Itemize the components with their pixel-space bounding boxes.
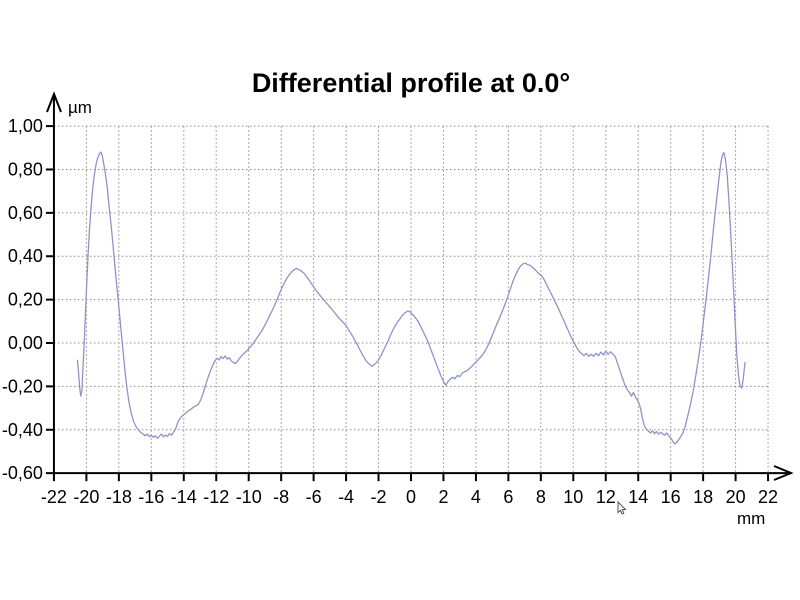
y-tick-label: -0,60: [2, 463, 43, 483]
y-tick-label: -0,20: [2, 376, 43, 396]
x-tick-label: -10: [236, 487, 262, 507]
x-tick-label: -18: [106, 487, 132, 507]
x-tick-label: -20: [73, 487, 99, 507]
y-tick-label: 0,80: [8, 159, 43, 179]
x-tick-label: -22: [41, 487, 67, 507]
x-tick-label: 0: [406, 487, 416, 507]
y-tick-label: 0,00: [8, 333, 43, 353]
x-tick-label: 2: [438, 487, 448, 507]
x-axis-unit-label: mm: [737, 509, 766, 528]
x-tick-label: -8: [273, 487, 289, 507]
x-tick-label: 16: [661, 487, 681, 507]
y-tick-label: 0,60: [8, 203, 43, 223]
y-axis-unit-label: µm: [68, 98, 92, 117]
x-tick-label: 12: [596, 487, 616, 507]
x-tick-label: -14: [171, 487, 197, 507]
y-tick-label: -0,40: [2, 420, 43, 440]
y-tick-label: 0,40: [8, 246, 43, 266]
x-tick-label: 10: [563, 487, 583, 507]
x-tick-label: -6: [306, 487, 322, 507]
x-tick-label: 18: [693, 487, 713, 507]
x-tick-label: 22: [758, 487, 778, 507]
x-tick-label: -16: [138, 487, 164, 507]
chart-title: Differential profile at 0.0°: [251, 68, 571, 98]
x-tick-label: -2: [371, 487, 387, 507]
x-tick-label: 6: [503, 487, 513, 507]
x-axis-arrow-icon: [773, 465, 794, 481]
x-tick-label: 20: [726, 487, 746, 507]
x-tick-label: -12: [203, 487, 229, 507]
mouse-cursor-icon: [617, 500, 627, 515]
x-tick-label: 4: [471, 487, 481, 507]
x-tick-label: -4: [338, 487, 354, 507]
x-tick-label: 8: [536, 487, 546, 507]
profile-line: [76, 151, 746, 445]
x-tick-label: 14: [628, 487, 648, 507]
y-tick-label: 0,20: [8, 290, 43, 310]
y-axis-arrow-icon: [46, 91, 62, 113]
y-tick-label: 1,00: [8, 116, 43, 136]
